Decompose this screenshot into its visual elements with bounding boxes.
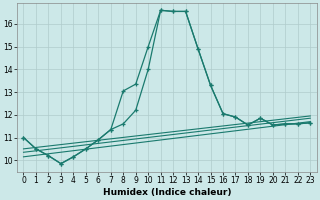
X-axis label: Humidex (Indice chaleur): Humidex (Indice chaleur)	[103, 188, 231, 197]
